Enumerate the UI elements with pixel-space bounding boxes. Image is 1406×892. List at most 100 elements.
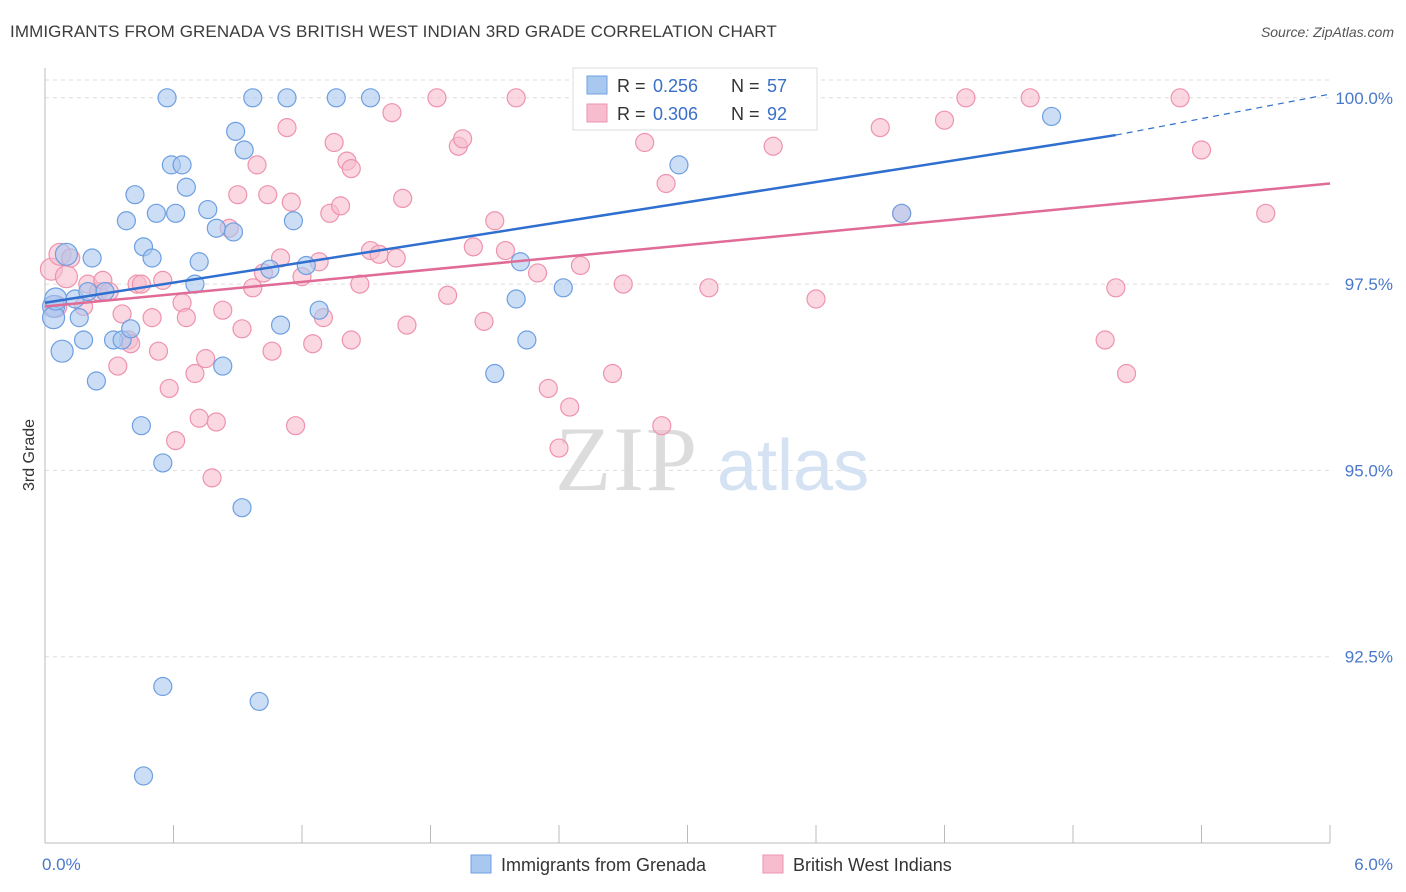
legend-r-label-1: R = [617, 76, 646, 96]
grenada-point-42 [309, 300, 329, 320]
bwi-point-19 [159, 378, 179, 399]
legend-r-value-2: 0.306 [653, 104, 698, 124]
bwi-point-69 [549, 438, 569, 458]
bwi-point-61 [453, 129, 473, 149]
bwi-point-62 [463, 237, 483, 257]
grenada-point-6 [69, 308, 89, 328]
legend-swatch-grenada [586, 75, 608, 95]
grenada-point-51 [669, 155, 689, 175]
grenada-point-36 [243, 88, 263, 108]
grenada-point-25 [172, 155, 192, 175]
grenada-point-48 [517, 330, 537, 350]
bwi-point-10 [108, 356, 128, 376]
grenada-point-22 [157, 88, 177, 108]
grenada-point-3 [50, 339, 74, 363]
y-tick-label-0: 100.0% [1335, 89, 1393, 108]
axes [44, 68, 1331, 844]
bwi-point-73 [613, 274, 633, 294]
y-axis-title: 3rd Grade [21, 419, 38, 491]
grenada-point-40 [283, 211, 304, 231]
bwi-point-58 [427, 88, 447, 108]
grenada-point-30 [206, 218, 226, 238]
grenada-point-41 [296, 255, 316, 276]
grenada-point-39 [277, 88, 297, 108]
legend-n-label-2: N = [731, 104, 760, 124]
grenada-point-4 [54, 242, 79, 266]
grenada-point-21 [153, 453, 173, 473]
legend-n-value-2: 92 [767, 104, 787, 124]
bwi-point-68 [538, 378, 558, 399]
x-tick-label-1: 6.0% [1354, 855, 1393, 874]
bwi-point-40 [285, 416, 306, 436]
grenada-point-24 [166, 203, 186, 223]
grenada-point-54 [249, 691, 269, 712]
bwi-point-54 [382, 103, 402, 123]
bwi-point-33 [247, 155, 267, 175]
bwi-trend-line [44, 182, 1331, 308]
watermark: ZIP atlas [555, 408, 869, 510]
watermark-atlas: atlas [717, 426, 869, 506]
bwi-point-59 [438, 285, 458, 305]
legend-swatch-bwi [586, 103, 608, 123]
bwi-point-31 [232, 319, 252, 339]
bwi-point-88 [1116, 363, 1137, 384]
grenada-point-45 [485, 363, 505, 384]
bwi-point-24 [189, 408, 209, 428]
y-tick-labels: 100.0% 97.5% 95.0% 92.5% [1335, 89, 1393, 667]
grenada-point-53 [1041, 106, 1062, 127]
bwi-point-23 [185, 363, 205, 384]
x-tick-labels: 0.0% 6.0% [42, 855, 1393, 874]
grenada-point-15 [121, 319, 141, 339]
bwi-point-36 [262, 341, 282, 361]
grenada-point-38 [270, 315, 291, 335]
bwi-point-84 [956, 88, 976, 108]
bwi-point-55 [386, 248, 406, 268]
bwi-point-71 [570, 255, 591, 276]
grenada-trend-line [44, 133, 1117, 304]
watermark-zip: ZIP [555, 408, 699, 510]
legend-box: R = 0.256 N = 57 R = 0.306 N = 92 [572, 67, 818, 131]
grenada-point-43 [326, 88, 346, 108]
bwi-point-56 [393, 188, 413, 209]
bwi-point-57 [397, 315, 417, 335]
grenada-point-46 [506, 289, 526, 309]
bottom-legend-label-bwi: British West Indians [793, 855, 952, 875]
x-tick-label-0: 0.0% [42, 855, 81, 874]
bwi-point-86 [1095, 330, 1115, 350]
grenada-point-14 [116, 211, 136, 231]
grenada-point-20 [146, 203, 166, 223]
bwi-point-26 [202, 468, 222, 488]
bwi-point-75 [652, 416, 672, 436]
bwi-point-47 [330, 196, 351, 216]
bwi-point-72 [602, 363, 623, 384]
bwi-point-77 [699, 278, 719, 298]
bwi-point-91 [1256, 203, 1276, 223]
grenada-point-16 [125, 185, 145, 205]
bwi-point-66 [506, 88, 526, 108]
grenada-trend-extension [1115, 93, 1331, 136]
trend-lines [44, 93, 1331, 308]
bwi-point-25 [196, 349, 216, 369]
grenada-point-35 [234, 140, 254, 160]
y-tick-label-1: 97.5% [1345, 275, 1393, 294]
bwi-point-53 [369, 244, 389, 264]
legend-n-label-1: N = [731, 76, 760, 96]
bwi-point-89 [1170, 88, 1190, 108]
grenada-point-28 [189, 252, 209, 272]
bwi-point-81 [870, 118, 890, 138]
bwi-point-22 [176, 308, 196, 328]
chart-source: Source: ZipAtlas.com [1260, 24, 1394, 40]
grenada-point-26 [176, 177, 196, 197]
grenada-point-17 [131, 416, 151, 436]
legend-r-label-2: R = [617, 104, 646, 124]
bwi-point-39 [281, 192, 301, 212]
bwi-point-38 [277, 118, 297, 138]
grenada-point-49 [553, 278, 573, 298]
grenada-point-29 [198, 199, 218, 220]
legend-r-value-1: 0.256 [653, 76, 698, 96]
bwi-point-42 [303, 334, 323, 354]
bwi-point-20 [166, 430, 186, 451]
bwi-point-49 [341, 159, 361, 179]
bwi-point-30 [228, 185, 248, 205]
